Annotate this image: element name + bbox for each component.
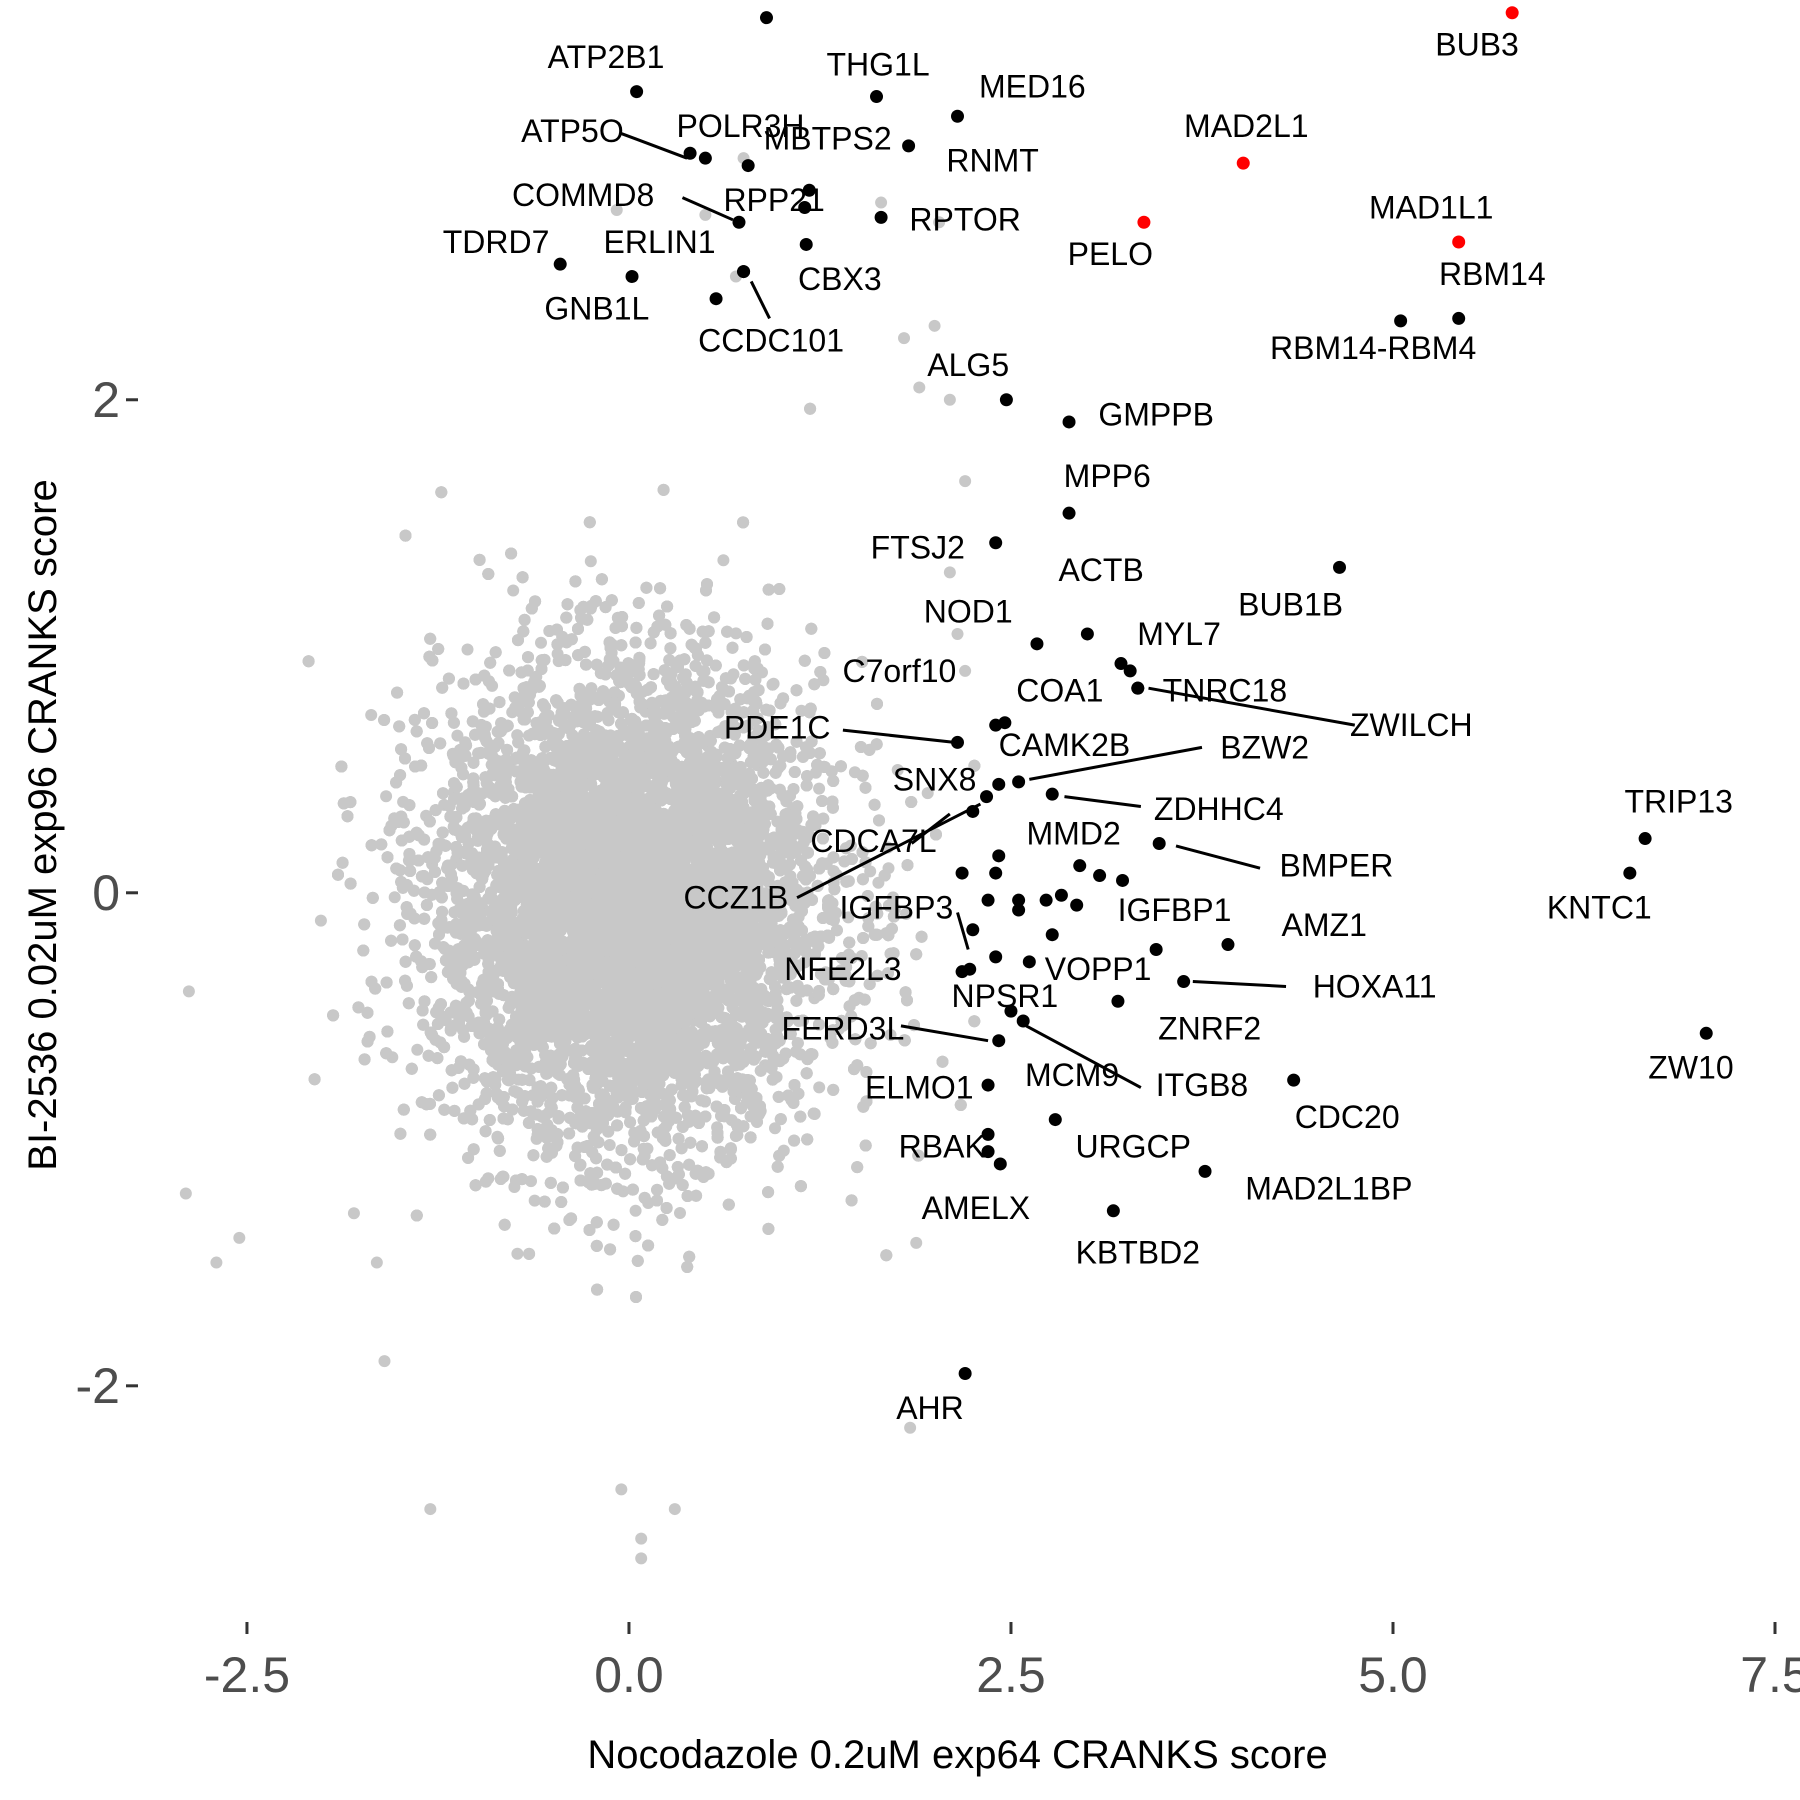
background-point — [584, 555, 597, 568]
background-point — [730, 627, 742, 640]
background-point — [314, 914, 327, 927]
background-point — [674, 1207, 686, 1219]
background-points — [179, 152, 981, 1565]
background-point — [411, 1043, 424, 1056]
background-point — [769, 1122, 781, 1135]
background-point — [842, 911, 855, 924]
background-point — [388, 891, 401, 904]
background-point — [891, 764, 904, 776]
background-point — [380, 790, 393, 803]
background-point — [528, 1194, 541, 1207]
background-point — [629, 1204, 642, 1217]
background-point — [884, 1028, 897, 1041]
background-point — [461, 643, 474, 656]
background-point — [451, 729, 464, 742]
background-point — [813, 782, 826, 795]
background-point — [525, 1175, 537, 1188]
background-point — [717, 554, 730, 567]
background-point — [511, 1247, 524, 1260]
background-point — [507, 584, 520, 597]
background-point — [603, 1139, 616, 1151]
background-point — [921, 787, 934, 800]
background-point — [813, 1081, 826, 1094]
background-point — [855, 950, 868, 962]
background-point — [535, 636, 547, 649]
background-point — [864, 865, 877, 878]
background-point — [365, 709, 378, 721]
